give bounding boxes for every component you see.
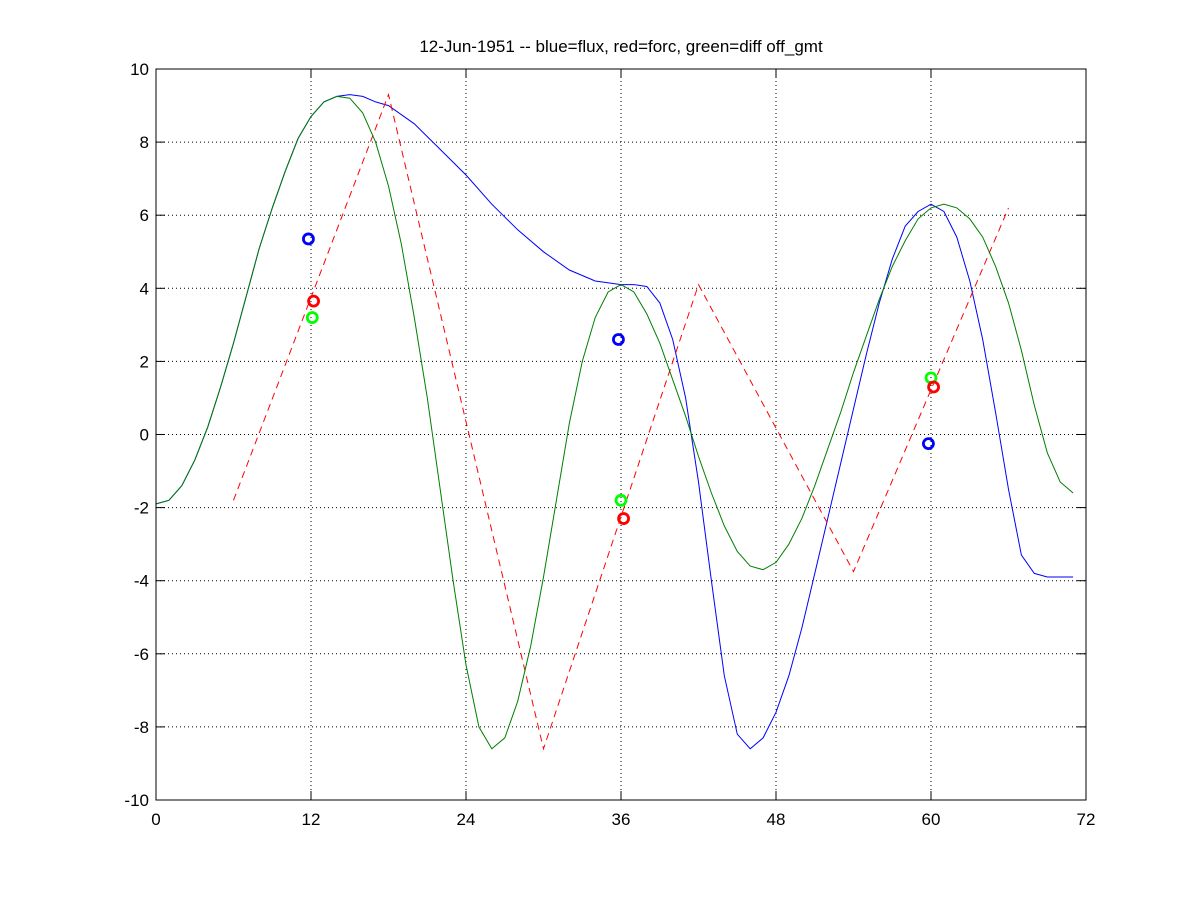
x-tick-label: 36 bbox=[612, 810, 631, 829]
axis-ticks bbox=[155, 68, 1087, 801]
x-tick-label: 48 bbox=[767, 810, 786, 829]
x-tick-label: 60 bbox=[922, 810, 941, 829]
y-tick-label: -4 bbox=[134, 572, 149, 591]
y-tick-labels: -10 -8 -6 -4 -2 0 2 4 6 8 10 bbox=[124, 60, 149, 810]
x-tick-label: 0 bbox=[151, 810, 160, 829]
y-tick-label: -2 bbox=[134, 499, 149, 518]
y-tick-label: 0 bbox=[140, 426, 149, 445]
data-marker bbox=[302, 232, 315, 246]
chart-title: 12-Jun-1951 -- blue=flux, red=forc, gree… bbox=[419, 37, 823, 56]
series-lines bbox=[155, 92, 1074, 751]
data-marker bbox=[617, 512, 630, 525]
data-marker bbox=[922, 437, 935, 451]
y-tick-label: -8 bbox=[134, 718, 149, 737]
y-tick-label: -6 bbox=[134, 645, 149, 664]
data-marker bbox=[305, 311, 319, 324]
marker-circles bbox=[302, 232, 940, 525]
y-tick-label: 4 bbox=[140, 279, 149, 298]
y-tick-label: -10 bbox=[124, 791, 149, 810]
y-tick-label: 6 bbox=[140, 206, 149, 225]
x-tick-label: 12 bbox=[302, 810, 321, 829]
x-tick-label: 24 bbox=[457, 810, 476, 829]
y-tick-label: 10 bbox=[130, 60, 149, 79]
data-marker bbox=[614, 493, 628, 507]
x-tick-label: 72 bbox=[1077, 810, 1096, 829]
grid-lines bbox=[156, 69, 1086, 800]
y-tick-label: 2 bbox=[140, 352, 149, 371]
y-tick-label: 8 bbox=[140, 133, 149, 152]
data-marker bbox=[612, 333, 625, 346]
series-line-3 bbox=[155, 95, 1074, 750]
data-marker bbox=[927, 380, 940, 394]
x-tick-labels: 0 12 24 36 48 60 72 bbox=[151, 810, 1095, 829]
data-marker bbox=[307, 294, 320, 308]
series-line-2 bbox=[233, 92, 1009, 751]
